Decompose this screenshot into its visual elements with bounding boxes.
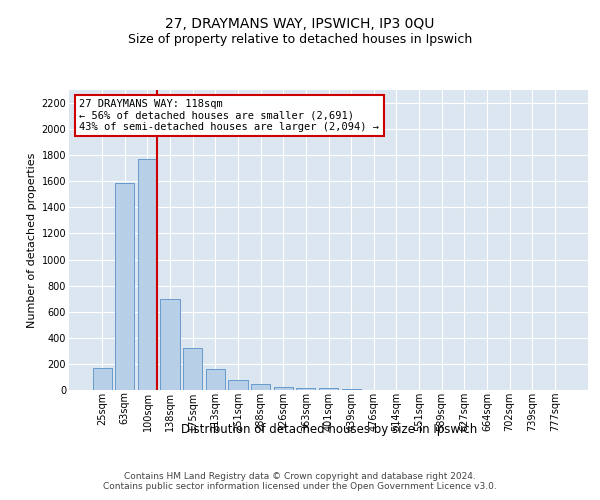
Text: 27, DRAYMANS WAY, IPSWICH, IP3 0QU: 27, DRAYMANS WAY, IPSWICH, IP3 0QU bbox=[166, 18, 434, 32]
Text: Distribution of detached houses by size in Ipswich: Distribution of detached houses by size … bbox=[181, 422, 477, 436]
Bar bbox=[160, 298, 180, 390]
Bar bbox=[92, 368, 112, 390]
Bar bbox=[274, 386, 293, 390]
Bar bbox=[229, 380, 248, 390]
Text: Contains HM Land Registry data © Crown copyright and database right 2024.: Contains HM Land Registry data © Crown c… bbox=[124, 472, 476, 481]
Bar bbox=[183, 348, 202, 390]
Bar bbox=[206, 369, 225, 390]
Bar bbox=[251, 384, 270, 390]
Y-axis label: Number of detached properties: Number of detached properties bbox=[28, 152, 37, 328]
Text: 27 DRAYMANS WAY: 118sqm
← 56% of detached houses are smaller (2,691)
43% of semi: 27 DRAYMANS WAY: 118sqm ← 56% of detache… bbox=[79, 99, 379, 132]
Bar bbox=[138, 159, 157, 390]
Text: Size of property relative to detached houses in Ipswich: Size of property relative to detached ho… bbox=[128, 32, 472, 46]
Bar bbox=[319, 388, 338, 390]
Bar bbox=[115, 182, 134, 390]
Text: Contains public sector information licensed under the Open Government Licence v3: Contains public sector information licen… bbox=[103, 482, 497, 491]
Bar bbox=[296, 388, 316, 390]
